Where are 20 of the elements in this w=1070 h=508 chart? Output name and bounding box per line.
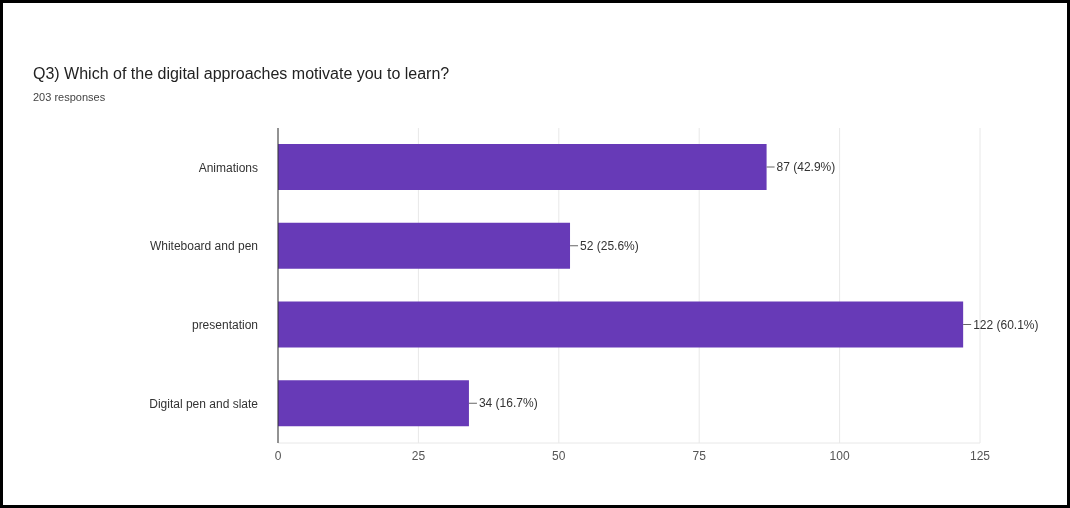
y-tick-label: Whiteboard and pen: [149, 239, 258, 254]
data-label: 52 (25.6%): [580, 238, 639, 253]
data-label: 122 (60.1%): [973, 317, 1039, 332]
y-tick-label: Animations: [198, 160, 258, 175]
x-tick-label: 0: [274, 448, 282, 463]
x-tick-label: 50: [552, 448, 566, 463]
x-tick-label: 75: [692, 448, 707, 463]
bar: [278, 144, 767, 190]
bar: [278, 380, 469, 427]
text: 203 responses: [33, 91, 106, 103]
x-tick-label: 125: [969, 448, 991, 463]
y-tick-label: presentation: [191, 318, 258, 333]
x-tick-label: 25: [411, 448, 426, 463]
bar: [278, 222, 571, 269]
data-label: 34 (16.7%): [478, 396, 538, 411]
chart-title: Q3) Which of the digital approaches motivate you to learn?: [33, 65, 450, 83]
bar: [278, 301, 964, 348]
x-tick-label: 100: [829, 448, 850, 463]
y-tick-label: Digital pen and slate: [149, 396, 259, 411]
data-label: 87 (42.9%): [776, 160, 836, 175]
